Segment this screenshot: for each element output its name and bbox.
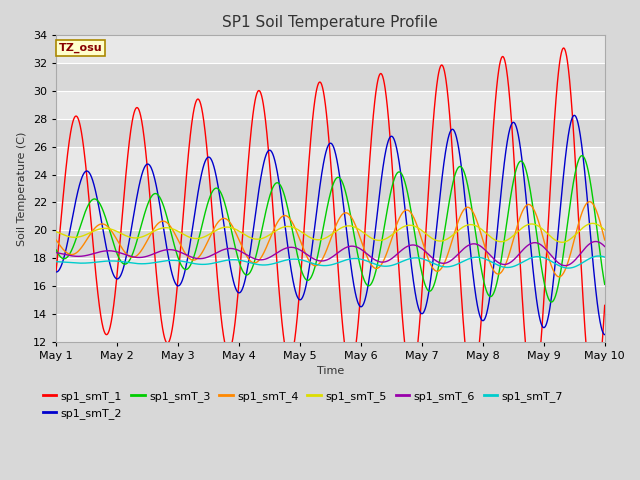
Text: TZ_osu: TZ_osu — [59, 43, 102, 53]
Bar — [56, 36, 605, 63]
Bar — [56, 147, 605, 175]
sp1_smT_1 — [52, 268, 60, 274]
sp1_smT_1 — [585, 373, 593, 379]
Line: sp1_smT_4: sp1_smT_4 — [56, 202, 605, 277]
sp1_smT_5 — [558, 240, 566, 245]
sp1_smT_4 — [52, 237, 60, 243]
sp1_smT_6 — [80, 253, 88, 259]
sp1_smT_2 — [52, 269, 60, 275]
sp1_smT_4 — [586, 199, 593, 204]
sp1_smT_4 — [601, 237, 609, 243]
Bar — [56, 119, 605, 147]
sp1_smT_1 — [601, 302, 609, 308]
Line: sp1_smT_6: sp1_smT_6 — [56, 241, 605, 265]
sp1_smT_7 — [564, 265, 572, 271]
sp1_smT_5 — [585, 221, 593, 227]
sp1_smT_3 — [585, 172, 593, 178]
sp1_smT_7 — [305, 259, 312, 265]
Y-axis label: Soil Temperature (C): Soil Temperature (C) — [17, 131, 28, 246]
sp1_smT_1 — [484, 208, 492, 214]
sp1_smT_7 — [585, 256, 593, 262]
sp1_smT_2 — [80, 170, 88, 176]
Line: sp1_smT_5: sp1_smT_5 — [56, 223, 605, 242]
sp1_smT_2 — [305, 271, 312, 276]
Line: sp1_smT_7: sp1_smT_7 — [56, 256, 605, 268]
sp1_smT_7 — [80, 260, 88, 266]
sp1_smT_1 — [80, 148, 88, 154]
X-axis label: Time: Time — [317, 366, 344, 376]
Bar — [56, 314, 605, 342]
sp1_smT_4 — [585, 199, 593, 204]
sp1_smT_3 — [484, 291, 492, 297]
sp1_smT_1 — [319, 86, 326, 92]
sp1_smT_6 — [585, 241, 593, 247]
sp1_smT_7 — [319, 263, 326, 268]
sp1_smT_6 — [561, 263, 569, 268]
sp1_smT_7 — [585, 256, 593, 262]
sp1_smT_4 — [585, 199, 593, 204]
sp1_smT_1 — [305, 167, 312, 173]
sp1_smT_7 — [601, 254, 609, 260]
Bar — [56, 258, 605, 286]
sp1_smT_4 — [556, 274, 563, 280]
Legend: sp1_smT_1, sp1_smT_2, sp1_smT_3, sp1_smT_4, sp1_smT_5, sp1_smT_6, sp1_smT_7: sp1_smT_1, sp1_smT_2, sp1_smT_3, sp1_smT… — [38, 387, 567, 423]
sp1_smT_2 — [585, 213, 593, 218]
sp1_smT_6 — [592, 239, 600, 244]
sp1_smT_5 — [484, 232, 492, 238]
sp1_smT_5 — [80, 232, 88, 238]
sp1_smT_3 — [319, 227, 326, 233]
sp1_smT_1 — [590, 400, 598, 406]
Line: sp1_smT_3: sp1_smT_3 — [56, 156, 605, 302]
sp1_smT_6 — [319, 258, 326, 264]
sp1_smT_4 — [319, 255, 326, 261]
Bar — [56, 63, 605, 91]
sp1_smT_2 — [585, 216, 593, 222]
sp1_smT_4 — [80, 241, 88, 247]
sp1_smT_1 — [585, 376, 593, 382]
sp1_smT_5 — [52, 229, 60, 235]
sp1_smT_6 — [585, 241, 593, 247]
sp1_smT_2 — [570, 112, 578, 118]
sp1_smT_7 — [595, 253, 602, 259]
sp1_smT_1 — [560, 45, 568, 51]
sp1_smT_3 — [80, 212, 88, 218]
Bar — [56, 175, 605, 203]
Line: sp1_smT_1: sp1_smT_1 — [56, 48, 605, 403]
sp1_smT_5 — [601, 227, 609, 233]
sp1_smT_3 — [578, 153, 586, 158]
sp1_smT_3 — [586, 173, 593, 179]
Bar — [56, 230, 605, 258]
sp1_smT_2 — [484, 304, 492, 310]
Line: sp1_smT_2: sp1_smT_2 — [56, 115, 605, 335]
Bar — [56, 203, 605, 230]
sp1_smT_6 — [601, 244, 609, 250]
Bar — [56, 91, 605, 119]
sp1_smT_4 — [484, 254, 492, 260]
Title: SP1 Soil Temperature Profile: SP1 Soil Temperature Profile — [223, 15, 438, 30]
sp1_smT_7 — [52, 259, 60, 264]
sp1_smT_4 — [305, 256, 312, 262]
sp1_smT_3 — [52, 247, 60, 253]
sp1_smT_6 — [484, 250, 492, 256]
sp1_smT_7 — [484, 257, 492, 263]
sp1_smT_6 — [305, 252, 312, 258]
sp1_smT_3 — [601, 281, 609, 287]
sp1_smT_6 — [52, 250, 60, 255]
sp1_smT_3 — [548, 299, 556, 305]
sp1_smT_5 — [589, 220, 596, 226]
sp1_smT_5 — [305, 234, 312, 240]
Bar — [56, 286, 605, 314]
sp1_smT_2 — [319, 164, 326, 170]
sp1_smT_5 — [585, 221, 593, 227]
sp1_smT_5 — [319, 236, 326, 242]
sp1_smT_3 — [305, 277, 312, 283]
sp1_smT_2 — [601, 332, 609, 337]
